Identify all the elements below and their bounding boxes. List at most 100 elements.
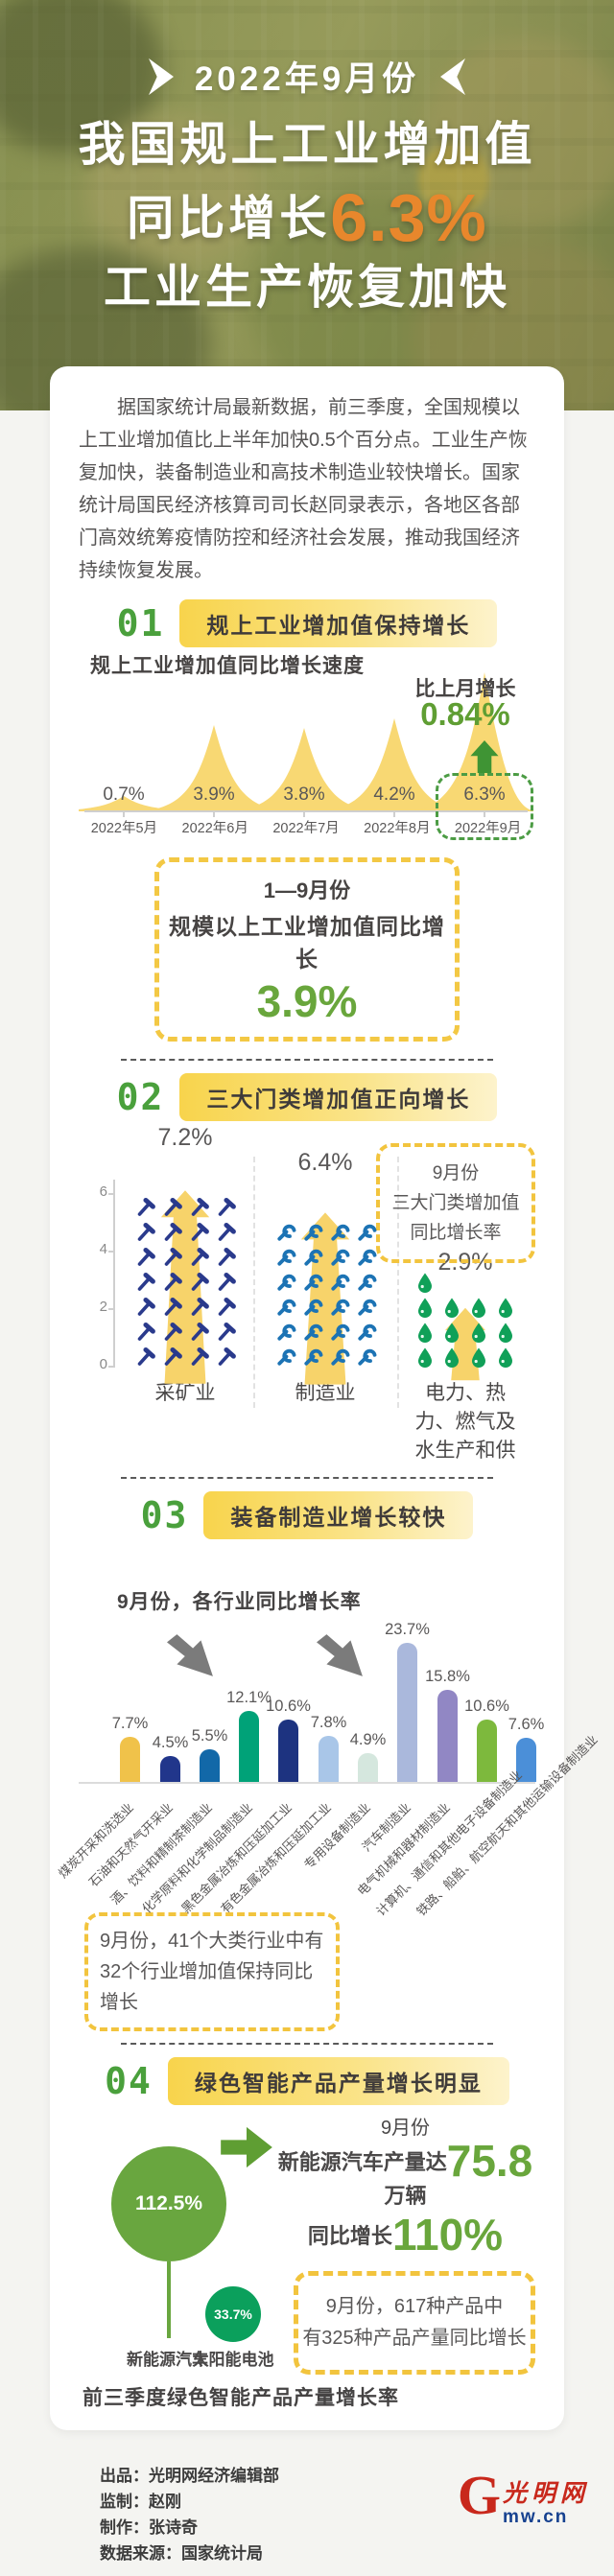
hammer-icon [160,1197,183,1220]
column-divider [253,1157,255,1408]
note-line: 有325种产品产量同比增长 [302,2328,527,2349]
note-line: 三大门类增加值 [391,1193,520,1213]
pictogram-chart: 6 4 2 0 7.2% 采矿业 6.4% 制造业 2.9% 电力、热力、燃气及… [79,1124,535,1464]
bar-computer: 10.6% [464,1698,509,1782]
wrench-icon [327,1222,350,1245]
y-tick-mark [108,1308,114,1310]
hammer-icon [160,1347,183,1370]
summary-highlight-box: 1—9月份 规模以上工业增加值同比增长 3.9% [154,857,460,1042]
wrench-icon [354,1322,377,1345]
y-tick-label: 6 [99,1183,107,1200]
lollipop-label: 新能源汽车 [127,2351,208,2369]
hammer-icon [214,1297,237,1320]
wrench-icon [273,1322,296,1345]
hammer-icon [160,1322,183,1345]
x-tick-label: 2022年6月 [181,821,248,836]
stat-line2: 新能源汽车产量达75.8 万辆 [277,2136,533,2208]
bar-labels: 煤炭开采和洗选业 石油和天然气开采业 酒、饮料和精制茶制造业 化学原料和化学制品… [56,1732,601,1918]
bar-railway-ship: 7.6% [508,1716,544,1782]
data-label: 4.2% [373,785,415,805]
section-divider [121,1477,493,1479]
section-header-04: 04 绿色智能产品产量增长明显 [79,2057,535,2105]
stat-big-value: 110% [391,2209,504,2260]
data-label: 0.7% [103,785,145,805]
hammer-icon [133,1297,156,1320]
x-tick-label: 2022年8月 [364,821,431,836]
chevron-left-icon [440,58,466,95]
section-number: 03 [140,1494,189,1536]
bar-value: 15.8% [425,1667,470,1685]
gmw-logo: G 光明网 mw.cn [458,2468,589,2528]
bar-value: 4.5% [152,1733,189,1751]
wrench-icon [327,1347,350,1370]
section-divider [121,2043,493,2045]
droplet-icon [445,1298,459,1318]
wrench-icon-grid [273,1222,377,1371]
page-title-line2: 同比增长6.3% [0,184,614,251]
x-tick-label: 2022年9月 [454,821,522,836]
hammer-icon [214,1347,237,1370]
bar-value: 7.8% [310,1714,347,1732]
arrow-down-right-icon [317,1634,363,1676]
footer: 出品：光明网经济编辑部 监制：赵刚 制作：张诗奇 数据来源：国家统计局 G 光明… [0,2430,614,2576]
hammer-icon [133,1197,156,1220]
section-number: 02 [116,1076,165,1118]
wrench-icon [300,1247,323,1270]
highlight-line2: 规模以上工业增加值同比增长 [169,914,445,972]
bar-special-equipment: 4.9% [350,1731,386,1782]
bar-value: 10.6% [464,1698,509,1716]
hammer-icon [214,1322,237,1345]
section-number: 04 [105,2060,153,2102]
droplet-icon [499,1298,512,1318]
hammer-icon [187,1322,210,1345]
bar-nonferrous: 7.8% [311,1714,346,1782]
hammer-icon [187,1272,210,1295]
y-tick-mark [108,1366,114,1368]
hammer-icon [160,1272,183,1295]
photo-blob [86,115,259,269]
section-title: 装备制造业增长较快 [203,1491,474,1539]
chevron-right-icon [148,58,174,95]
logo-domain: mw.cn [502,2507,569,2527]
title-growth-value: 6.3% [330,180,487,255]
droplet-icon [472,1298,485,1318]
highlight-line1: 1—9月份 [263,878,351,902]
highlight-dashed-frame [436,773,533,840]
droplet-icon [445,1347,459,1368]
section-title: 三大门类增加值正向增长 [179,1073,498,1121]
annotation-label: 比上月增长 [414,678,516,700]
hammer-icon [133,1222,156,1245]
wrench-icon [327,1322,350,1345]
spike-area-plot [79,672,533,817]
lollipop-solar: 33.7% [205,2286,261,2342]
hero-content: 2022年9月份 我国规上工业增加值 同比增长6.3% 工业生产恢复加快 [0,0,614,410]
section4-note-box: 9月份，617种产品中 有325种产品产量同比增长 [294,2271,535,2375]
chart3-note-box: 9月份，41个大类行业中有32个行业增加值保持同比增长 [84,1912,340,2031]
droplet-icon [418,1273,432,1293]
stat-big-value: 75.8 [446,2136,533,2186]
wrench-icon [300,1347,323,1370]
droplet-icon [445,1323,459,1343]
y-tick-label: 0 [99,1356,107,1372]
hammer-icon [187,1197,210,1220]
wrench-icon [327,1297,350,1320]
bar-value: 5.5% [191,1727,228,1745]
hammer-icon [214,1272,237,1295]
data-label: 3.8% [283,785,325,805]
wrench-icon [300,1322,323,1345]
section-title: 绿色智能产品产量增长明显 [167,2057,509,2105]
hammer-icon [214,1247,237,1270]
bar-oil-gas: 4.5% [153,1734,188,1782]
note-line: 同比增长率 [410,1223,502,1243]
hammer-icon [160,1247,183,1270]
hammer-icon [187,1247,210,1270]
growth-spike-chart: 规上工业增加值同比增长速度 0.7% 3.9% 3.8% 4.2% 6.3% 比… [79,646,535,846]
wrench-icon [273,1272,296,1295]
data-label: 6.4% [297,1149,353,1176]
droplet-icon [499,1347,512,1368]
chart3-subtitle: 9月份，各行业同比增长率 [117,1591,362,1613]
page-title-line3: 工业生产恢复加快 [103,262,510,314]
arrow-up-icon [470,740,499,773]
stat-line1: 9月份 [380,2118,431,2139]
wrench-icon [300,1297,323,1320]
